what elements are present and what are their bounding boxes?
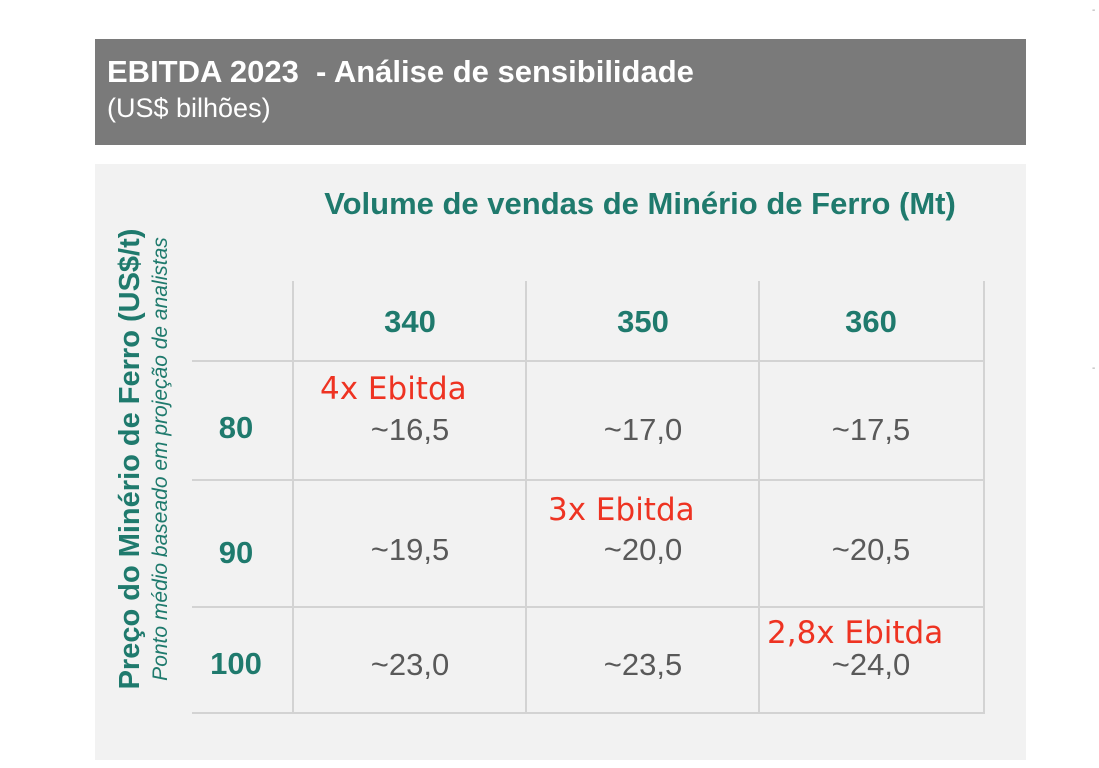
table-cell: ~20,5 (831, 532, 911, 567)
column-header-360: 360 (845, 304, 897, 339)
page-subtitle: (US$ bilhões) (107, 93, 271, 123)
grid-line (192, 712, 984, 714)
title-banner: EBITDA 2023 - Análise de sensibilidade (… (95, 39, 1026, 145)
ebitda-multiple-note: 4x Ebitda (320, 371, 467, 407)
row-label-90: 90 (218, 535, 254, 570)
table-cell: ~17,5 (831, 412, 911, 447)
grid-line (758, 281, 760, 714)
grid-line (192, 606, 984, 608)
table-cell: ~16,5 (370, 412, 450, 447)
grid-line (192, 360, 984, 362)
row-label-80: 80 (218, 410, 254, 445)
page-edge-mark: - (1092, 363, 1096, 374)
table-cell: ~17,0 (603, 412, 683, 447)
ebitda-multiple-note: 3x Ebitda (548, 492, 695, 528)
row-axis-title-container: Preço do Minério de Ferro (US$/t) Ponto … (103, 174, 183, 744)
grid-line (525, 281, 527, 714)
grid-line (983, 281, 985, 714)
page-title: EBITDA 2023 - Análise de sensibilidade (107, 54, 694, 89)
sensitivity-table: Preço do Minério de Ferro (US$/t) Ponto … (95, 164, 1026, 760)
row-label-100: 100 (210, 646, 262, 681)
table-cell: ~19,5 (370, 532, 450, 567)
page-edge-mark: - (1092, 5, 1096, 16)
grid-line (192, 479, 984, 481)
table-cell: ~23,0 (370, 647, 450, 682)
row-axis-title: Preço do Minério de Ferro (US$/t) (114, 228, 146, 690)
column-header-350: 350 (617, 304, 669, 339)
ebitda-multiple-note: 2,8x Ebitda (767, 615, 944, 651)
row-axis-title-block: Preço do Minério de Ferro (US$/t) Ponto … (112, 174, 174, 744)
table-cell: ~24,0 (831, 647, 911, 682)
table-cell: ~20,0 (603, 532, 683, 567)
grid-line (292, 281, 294, 714)
column-axis-title: Volume de vendas de Minério de Ferro (Mt… (324, 186, 956, 221)
table-cell: ~23,5 (603, 647, 683, 682)
column-header-340: 340 (384, 304, 436, 339)
row-axis-subtitle: Ponto médio baseado em projeção de anali… (149, 237, 172, 681)
